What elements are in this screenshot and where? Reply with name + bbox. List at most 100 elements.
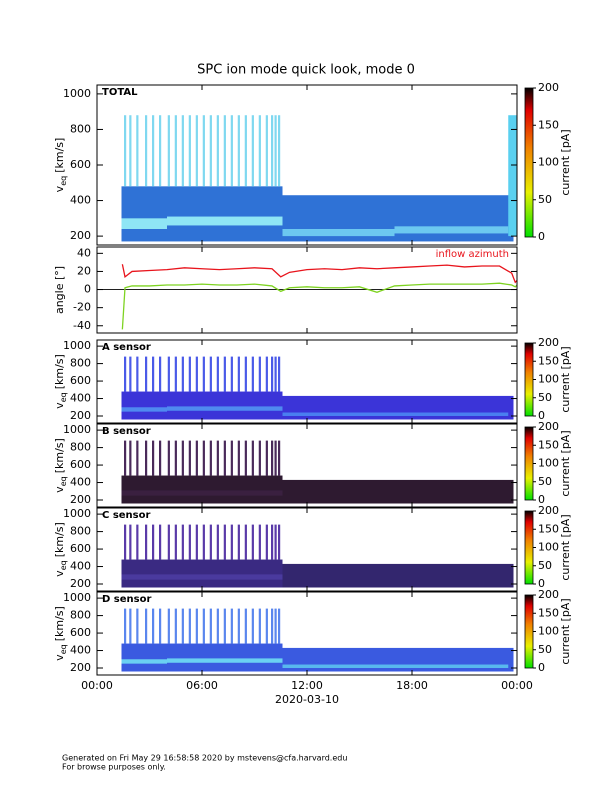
spectrogram-spike bbox=[258, 524, 261, 560]
spectrogram-spike bbox=[124, 440, 127, 476]
plot-frame bbox=[96, 507, 518, 592]
spectrogram-spike bbox=[188, 524, 191, 560]
colorbar-tick-label: 200 bbox=[538, 420, 559, 433]
series-line bbox=[121, 282, 517, 330]
plot-frame bbox=[96, 246, 518, 334]
y-axis-label-symbol: v bbox=[53, 486, 66, 493]
spectrogram-spike bbox=[188, 440, 191, 476]
spectrogram-spike bbox=[216, 524, 219, 560]
spectrogram-spike bbox=[216, 356, 219, 392]
y-tick-label: 200 bbox=[70, 493, 91, 506]
y-tick-label: 400 bbox=[70, 644, 91, 657]
y-axis-label-symbol: v bbox=[53, 570, 66, 577]
y-axis-label: angle [°] bbox=[53, 266, 66, 314]
spectrogram-cell bbox=[167, 658, 283, 663]
legend-label: inflow azimuth bbox=[436, 249, 509, 260]
colorbar-tick-label: 0 bbox=[538, 409, 545, 422]
panel-label: B sensor bbox=[102, 426, 151, 437]
spectrogram-spike bbox=[271, 356, 274, 392]
y-tick-label: 600 bbox=[70, 458, 91, 471]
spectrogram-spike bbox=[237, 356, 240, 392]
spectrogram-spike bbox=[159, 440, 162, 476]
footer-line: Generated on Fri May 29 16:58:58 2020 by… bbox=[62, 754, 347, 763]
spectrogram-spike bbox=[216, 440, 219, 476]
y-axis-label-subscript: eq bbox=[59, 560, 68, 570]
spectrogram-cell bbox=[121, 490, 283, 496]
spectrogram-cell bbox=[121, 186, 283, 242]
spectrogram-spike bbox=[129, 115, 132, 187]
spectrogram-cell bbox=[282, 563, 514, 588]
spectrogram-spike bbox=[244, 524, 247, 560]
spectrogram-spike bbox=[271, 524, 274, 560]
y-tick-label: 1000 bbox=[63, 87, 91, 100]
plot-frame bbox=[96, 84, 518, 246]
spectrogram-spike bbox=[152, 356, 155, 392]
colorbar-tick-label: 100 bbox=[538, 156, 559, 169]
colorbar bbox=[524, 87, 534, 238]
spectrogram-spike bbox=[258, 115, 261, 187]
y-axis-label-symbol: v bbox=[53, 402, 66, 409]
spectrogram-spike bbox=[174, 115, 177, 187]
y-tick-label: 800 bbox=[70, 441, 91, 454]
y-tick-label: 200 bbox=[70, 661, 91, 674]
spectrogram-spike bbox=[274, 115, 277, 187]
spectrogram-cell bbox=[394, 226, 509, 234]
spectrogram-cell bbox=[121, 643, 283, 672]
spectrogram-spike bbox=[223, 524, 226, 560]
spectrogram-spike bbox=[195, 608, 198, 644]
spectrogram-spike bbox=[174, 524, 177, 560]
spectrogram-spike bbox=[136, 608, 139, 644]
spectrogram-spike bbox=[230, 440, 233, 476]
spectrogram-spike bbox=[265, 524, 268, 560]
spectrogram-spike bbox=[181, 115, 184, 187]
spectrogram-cell bbox=[282, 479, 514, 504]
spectrogram-cell bbox=[121, 475, 283, 504]
colorbar-tick-label: 50 bbox=[538, 475, 552, 488]
spectrogram-spike bbox=[181, 608, 184, 644]
spectrogram-spike bbox=[124, 115, 127, 187]
x-tick-label: 12:00 bbox=[291, 679, 323, 692]
spectrogram-spike bbox=[152, 440, 155, 476]
colorbar-tick-label: 100 bbox=[538, 457, 559, 470]
colorbar-tick-label: 150 bbox=[538, 354, 559, 367]
spectrogram-spike bbox=[237, 524, 240, 560]
y-axis-label-subscript: eq bbox=[59, 176, 68, 186]
x-axis-label: 2020-03-10 bbox=[275, 693, 339, 706]
spectrogram-spike bbox=[167, 524, 170, 560]
spectrogram-spike bbox=[124, 608, 127, 644]
y-axis-label: veq [km/s] bbox=[53, 522, 68, 577]
spectrogram-spike bbox=[223, 115, 226, 187]
spectrogram-spike bbox=[230, 115, 233, 187]
plot-area bbox=[121, 440, 514, 504]
y-tick-label: 600 bbox=[70, 626, 91, 639]
spectrogram-cell bbox=[282, 664, 509, 669]
y-tick-label: 0 bbox=[84, 283, 91, 296]
spectrogram-cell bbox=[508, 115, 517, 237]
spectrogram-spike bbox=[174, 608, 177, 644]
spectrogram-spike bbox=[278, 115, 281, 187]
y-tick-label: 400 bbox=[70, 392, 91, 405]
spectrogram-spike bbox=[251, 115, 254, 187]
spectrogram-spike bbox=[237, 440, 240, 476]
spectrogram-spike bbox=[209, 356, 212, 392]
spectrogram-spike bbox=[181, 356, 184, 392]
spectrogram-spike bbox=[202, 356, 205, 392]
colorbar-tick-label: 50 bbox=[538, 643, 552, 656]
spectrogram-spike bbox=[174, 356, 177, 392]
colorbar-tick-label: 150 bbox=[538, 438, 559, 451]
spectrogram-spike bbox=[136, 115, 139, 187]
spectrogram-spike bbox=[237, 115, 240, 187]
spectrogram-spike bbox=[237, 608, 240, 644]
spectrogram-spike bbox=[129, 524, 132, 560]
spectrogram-cell bbox=[121, 391, 283, 420]
spectrogram-spike bbox=[244, 440, 247, 476]
y-tick-label: 400 bbox=[70, 194, 91, 207]
colorbar-tick-label: 50 bbox=[538, 391, 552, 404]
spectrogram-spike bbox=[181, 440, 184, 476]
spectrogram-spike bbox=[124, 356, 127, 392]
y-tick-label: -40 bbox=[73, 319, 91, 332]
spectrogram-spike bbox=[129, 356, 132, 392]
spectrogram-spike bbox=[188, 356, 191, 392]
